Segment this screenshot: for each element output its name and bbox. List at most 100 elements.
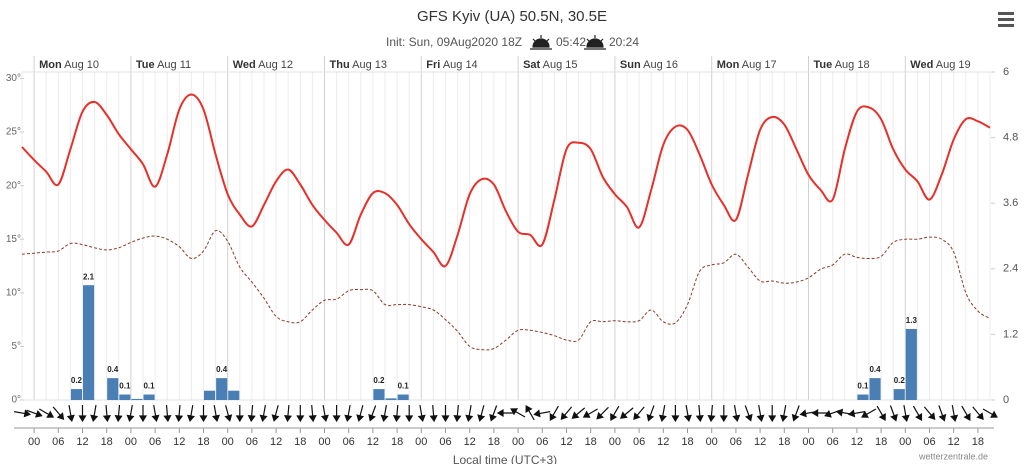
wind-arrow: [982, 408, 998, 418]
wind-arrow: [876, 405, 886, 421]
day-label: Thu Aug 13: [330, 59, 388, 71]
precip-bar: [905, 328, 917, 400]
wind-arrow: [320, 405, 329, 423]
wind-arrow: [66, 405, 75, 423]
wind-arrow: [138, 405, 148, 423]
wind-arrow: [768, 405, 777, 423]
x-tick-label: 00: [706, 436, 718, 448]
x-tick-label: 12: [270, 436, 282, 448]
x-tick-label: 18: [875, 436, 887, 448]
wind-arrow: [533, 409, 551, 418]
wind-arrow: [671, 405, 680, 423]
precip-bar: [119, 394, 131, 400]
y-tick-label: 0°: [11, 395, 21, 406]
day-date: Aug 15: [543, 59, 578, 71]
y2-tick-label: 1.2: [1003, 328, 1018, 340]
day-date: Aug 10: [64, 59, 99, 71]
wind-arrow: [560, 406, 573, 421]
x-tick-label: 06: [246, 436, 258, 448]
wind-arrow: [950, 405, 959, 423]
temperature-line: [21, 93, 991, 268]
wind-arrow: [811, 408, 829, 418]
day-weekday: Mon: [39, 59, 62, 71]
wind-arrow: [283, 404, 293, 423]
wind-arrow: [235, 405, 244, 423]
x-tick-label: 18: [778, 436, 790, 448]
wind-arrow: [779, 405, 788, 423]
menu-button[interactable]: [998, 12, 1014, 27]
y2-tick-label: 6: [1003, 66, 1009, 78]
x-tick-label: 18: [585, 436, 597, 448]
x-tick-label: 00: [125, 436, 137, 448]
x-tick-label: 12: [657, 436, 669, 448]
sunset-time: 20:24: [609, 35, 639, 49]
x-tick-label: 18: [488, 436, 500, 448]
wind-arrow: [199, 405, 208, 423]
wind-arrow: [510, 408, 526, 418]
x-tick-label: 18: [681, 436, 693, 448]
day-weekday: Tue: [814, 59, 833, 71]
wind-arrow: [14, 409, 32, 418]
wind-arrow: [571, 407, 586, 419]
precip-bar: [204, 390, 216, 400]
x-tick-label: 12: [76, 436, 88, 448]
y2-tick-label: 2.4: [1003, 263, 1018, 275]
x-tick-label: 00: [415, 436, 427, 448]
wind-arrow: [861, 408, 877, 418]
wind-arrow: [477, 405, 486, 422]
y2-tick-label: 4.8: [1003, 132, 1018, 144]
precip-bar: [107, 378, 119, 400]
wind-arrow: [972, 406, 984, 421]
x-tick-label: 06: [730, 436, 742, 448]
x-tick-label: 12: [464, 436, 476, 448]
x-tick-label: 18: [294, 436, 306, 448]
wind-arrow: [405, 405, 414, 423]
x-tick-label: 06: [633, 436, 645, 448]
wind-arrow: [356, 405, 365, 422]
wind-arrow: [114, 404, 123, 423]
wind-arrow: [961, 405, 971, 421]
wind-arrow: [791, 405, 800, 422]
wind-arrow: [308, 404, 317, 423]
precip-label: 2.1: [83, 272, 95, 281]
wind-arrow: [658, 405, 667, 423]
day-date: Aug 18: [835, 59, 870, 71]
wind-arrow: [90, 405, 99, 423]
wind-arrow: [756, 405, 765, 423]
precip-bar: [893, 389, 905, 400]
wind-arrow: [296, 405, 305, 423]
y-tick-label: 25°: [6, 127, 21, 138]
precip-bar: [131, 398, 143, 400]
wind-arrow: [392, 404, 401, 423]
wind-arrow: [271, 405, 280, 422]
wind-arrow: [38, 408, 55, 418]
y-tick-label: 10°: [6, 287, 21, 298]
wind-arrow: [151, 405, 160, 423]
wind-arrow: [224, 405, 233, 422]
x-tick-label: 00: [609, 436, 621, 448]
x-tick-label: 18: [972, 436, 984, 448]
wind-arrow: [52, 406, 65, 421]
x-tick-label: 06: [52, 436, 64, 448]
wind-arrow: [610, 405, 620, 421]
precip-label: 0.1: [119, 382, 131, 391]
wind-arrow: [889, 405, 898, 422]
wind-arrow: [186, 405, 195, 423]
precip-bar: [216, 378, 228, 400]
day-label: Wed Aug 12: [233, 59, 293, 71]
sunrise-time: 05:42: [556, 35, 586, 49]
wind-arrow: [719, 405, 728, 423]
wind-arrow: [175, 404, 184, 423]
wind-arrow: [923, 406, 936, 421]
wind-arrow: [744, 405, 753, 422]
wind-arrow: [417, 405, 426, 423]
x-tick-label: 00: [802, 436, 814, 448]
x-tick-label: 06: [149, 436, 161, 448]
precip-bar: [70, 389, 82, 400]
day-date: Aug 12: [258, 59, 293, 71]
wind-arrow: [847, 409, 865, 418]
precip-label: 0.1: [398, 382, 410, 391]
x-tick-label: 06: [439, 436, 451, 448]
x-tick-label: 00: [318, 436, 330, 448]
y-tick-label: 20°: [6, 180, 21, 191]
